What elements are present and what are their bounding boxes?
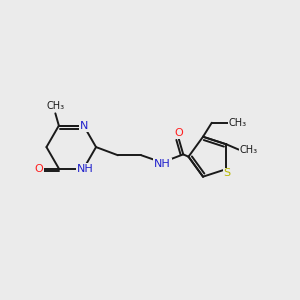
Text: CH₃: CH₃ — [229, 118, 247, 128]
Text: O: O — [34, 164, 43, 174]
Text: O: O — [175, 128, 183, 138]
Text: N: N — [80, 121, 88, 130]
Text: NH: NH — [154, 159, 171, 169]
Text: NH: NH — [77, 164, 94, 174]
Text: CH₃: CH₃ — [239, 145, 257, 154]
Text: CH₃: CH₃ — [46, 101, 64, 111]
Text: S: S — [224, 168, 231, 178]
